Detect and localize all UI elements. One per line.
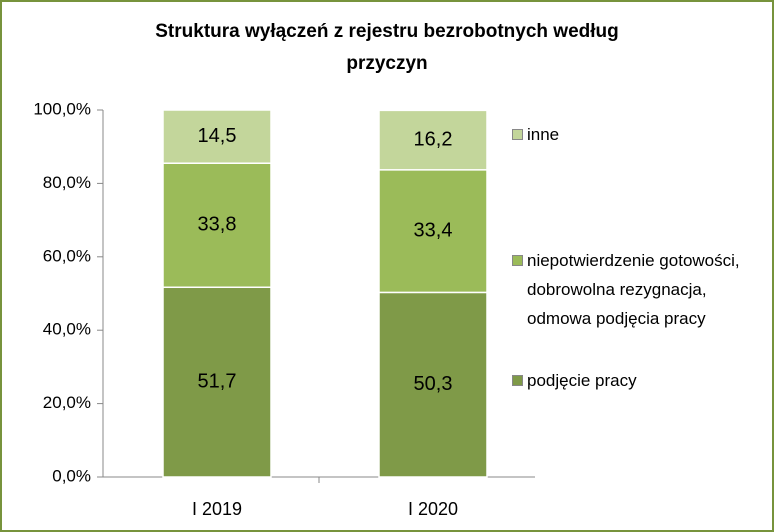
value-label: 51,7 xyxy=(198,370,237,392)
legend-swatch xyxy=(512,129,523,140)
value-label: 50,3 xyxy=(414,373,453,395)
bar-segment xyxy=(378,169,488,294)
y-tick-label: 40,0% xyxy=(43,320,91,339)
bar-segment xyxy=(378,291,488,478)
y-tick-label: 20,0% xyxy=(43,393,91,412)
legend-item: podjęcie pracy xyxy=(512,366,757,395)
y-tick-label: 0,0% xyxy=(52,466,91,485)
value-label: 14,5 xyxy=(198,125,237,147)
legend-label: inne xyxy=(527,125,560,144)
legend-item: inne xyxy=(512,120,757,149)
value-label: 16,2 xyxy=(414,128,453,150)
legend-swatch xyxy=(512,375,523,386)
x-tick-label: I 2019 xyxy=(192,499,242,519)
x-tick-label: I 2020 xyxy=(408,499,458,519)
y-tick-label: 100,0% xyxy=(33,99,91,118)
y-tick-label: 80,0% xyxy=(43,173,91,192)
chart-title: Struktura wyłączeń z rejestru bezrobotny… xyxy=(155,21,619,74)
legend-item: niepotwierdzenie gotowości, dobrowolna r… xyxy=(512,246,757,333)
legend-label: niepotwierdzenie gotowości, dobrowolna r… xyxy=(527,251,740,328)
legend-label: podjęcie pracy xyxy=(527,371,637,390)
bar-segment xyxy=(162,109,272,164)
legend-swatch xyxy=(512,255,523,266)
value-label: 33,8 xyxy=(198,214,237,236)
value-label: 33,4 xyxy=(414,219,453,241)
bar-segment xyxy=(378,109,488,171)
y-tick-label: 60,0% xyxy=(43,246,91,265)
